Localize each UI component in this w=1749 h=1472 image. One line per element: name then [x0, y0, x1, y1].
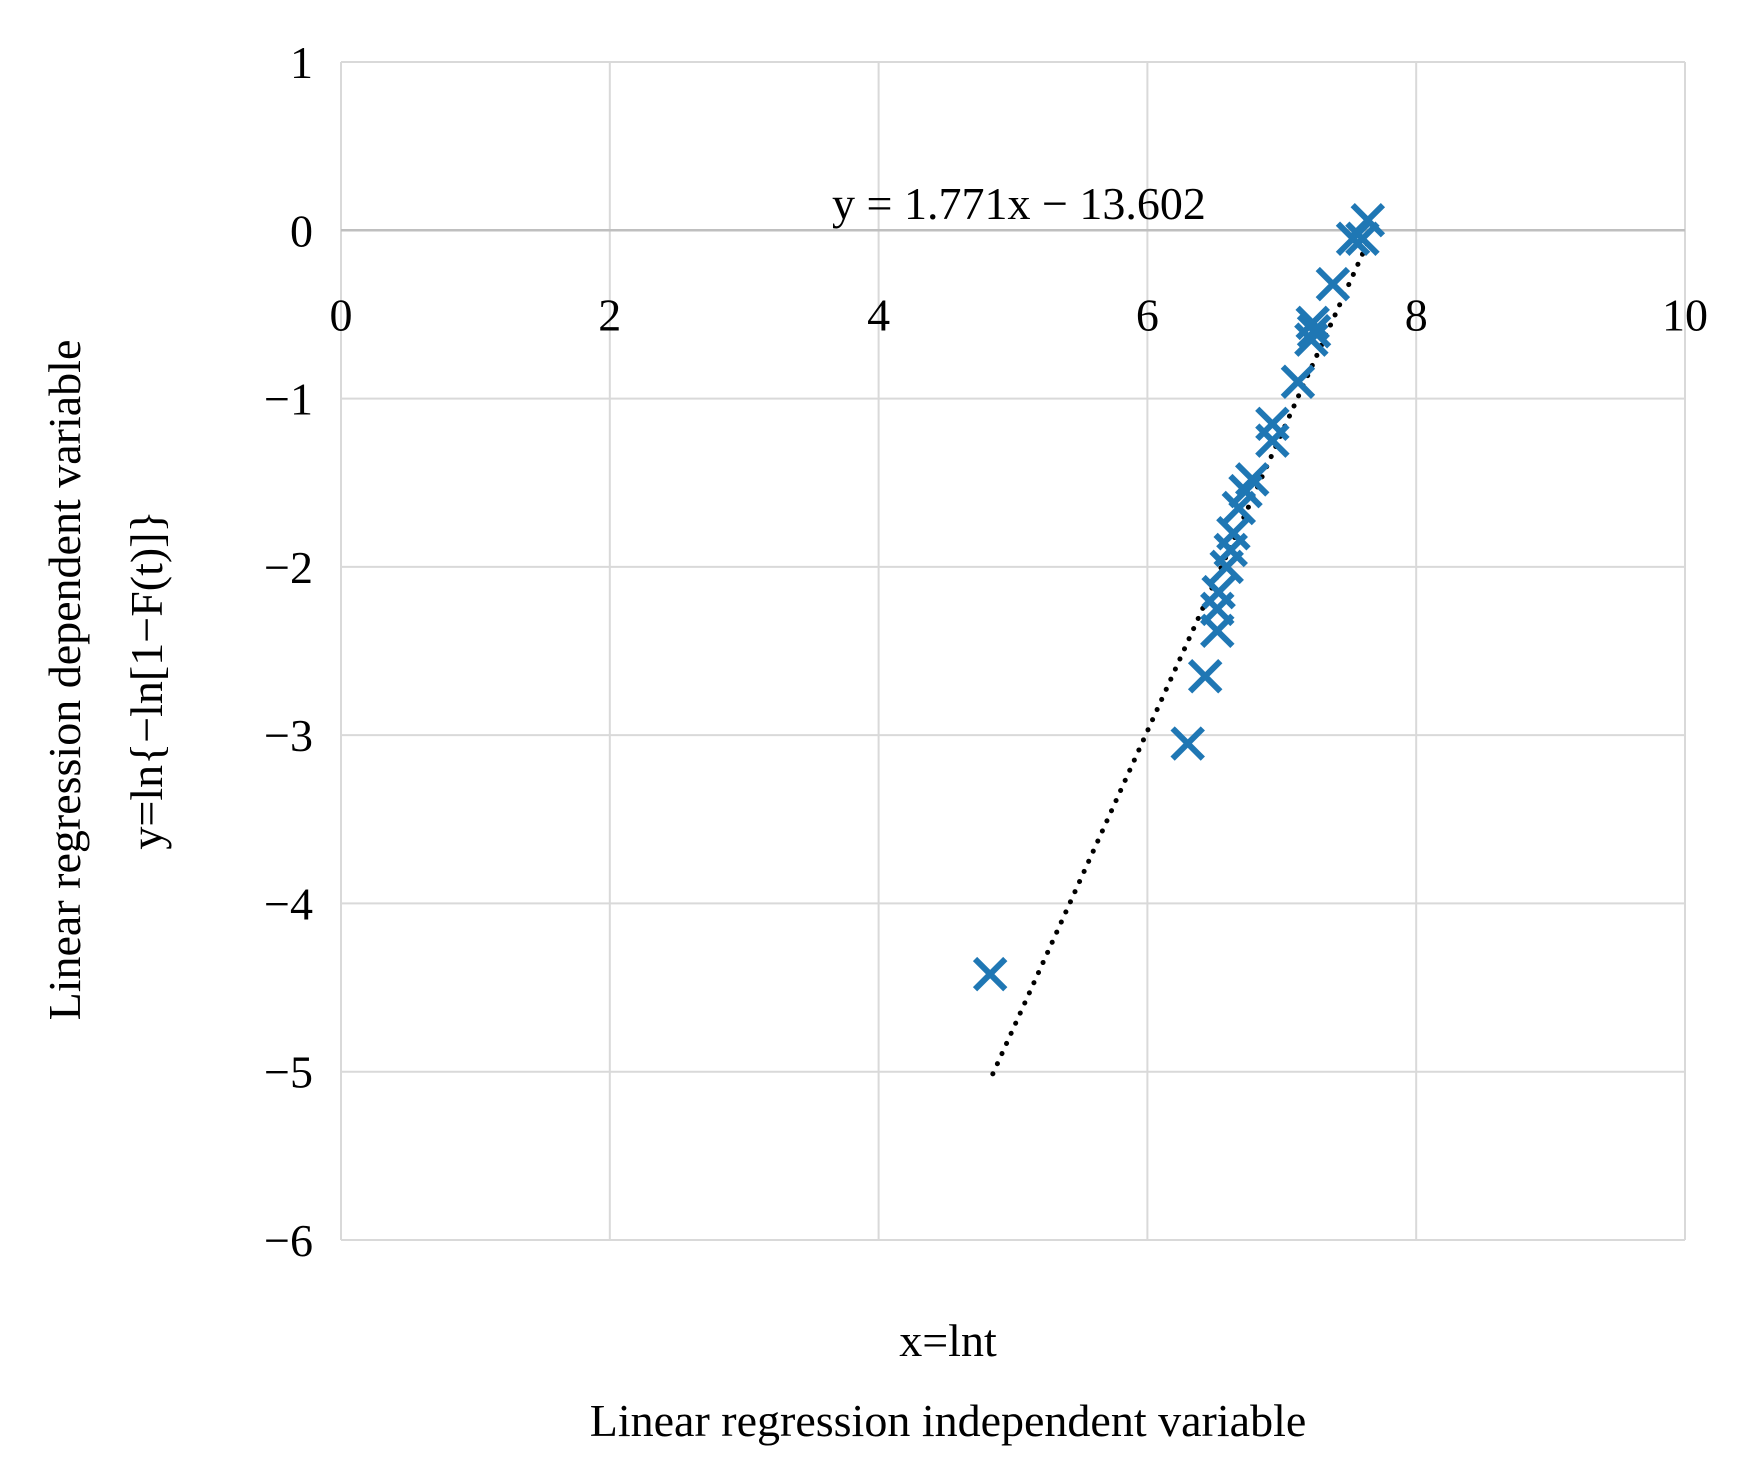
- trendline-layer: [990, 236, 1372, 1077]
- data-points: [972, 202, 1386, 992]
- x-tick-label: 2: [598, 289, 621, 340]
- data-point: [1255, 406, 1290, 442]
- data-point: [972, 956, 1008, 992]
- y-tick-label: −6: [264, 1215, 313, 1266]
- x-axis-title-line-1: x=lnt: [899, 1315, 997, 1366]
- x-tick-label: 10: [1662, 289, 1708, 340]
- data-point: [1296, 314, 1332, 349]
- data-point: [1216, 515, 1251, 551]
- data-point: [1201, 574, 1236, 610]
- y-tick-label: 0: [290, 205, 313, 256]
- y-tick-label: −4: [264, 878, 313, 929]
- trendline: [990, 236, 1372, 1077]
- data-point: [1200, 613, 1235, 649]
- x-tick-label: 6: [1136, 289, 1159, 340]
- data-point: [1315, 266, 1351, 302]
- x-tick-label: 8: [1405, 289, 1428, 340]
- y-tick-label: −3: [264, 710, 313, 761]
- y-tick-label: −2: [264, 542, 313, 593]
- x-tick-label: 4: [867, 289, 890, 340]
- y-axis-title-line-1: Linear regression dependent variable: [39, 340, 90, 1021]
- y-tick-label: −1: [264, 374, 313, 425]
- trendline-equation: y = 1.771x − 13.602: [832, 178, 1206, 229]
- y-tick-label: −5: [264, 1047, 313, 1098]
- x-tick-label: 0: [330, 289, 353, 340]
- y-axis-title-line-2: y=ln{−ln[1−F(t)]}: [121, 510, 172, 849]
- data-point: [1170, 726, 1205, 761]
- grid: [340, 61, 1686, 1241]
- x-axis-title-line-2: Linear regression independent variable: [590, 1395, 1307, 1446]
- y-tick-label: 1: [290, 37, 313, 88]
- data-point: [1295, 305, 1330, 341]
- data-point: [1280, 364, 1316, 399]
- data-point: [1221, 490, 1257, 526]
- data-point: [1350, 202, 1386, 238]
- data-point: [1187, 659, 1223, 694]
- data-point: [1234, 462, 1270, 497]
